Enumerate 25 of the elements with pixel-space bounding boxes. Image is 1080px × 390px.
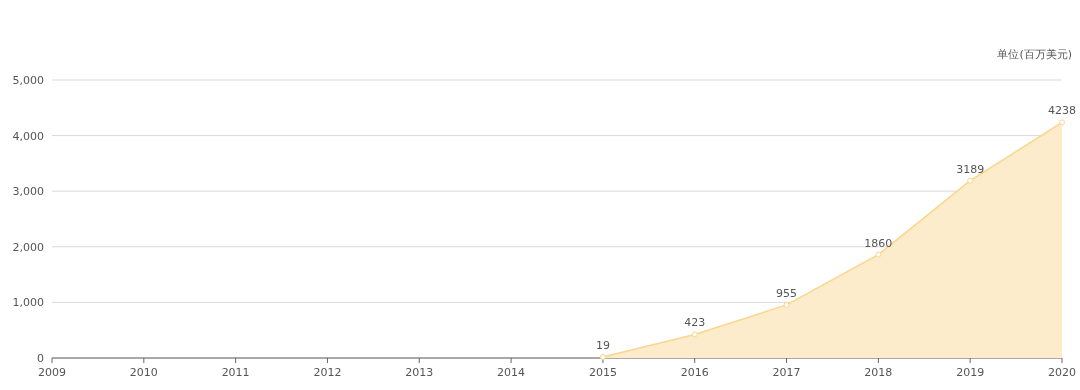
x-tick-label: 2020 <box>1048 366 1076 379</box>
data-label: 4238 <box>1048 104 1076 118</box>
x-tick-label: 2012 <box>313 366 342 379</box>
data-label: 1860 <box>864 236 893 250</box>
x-tick-label: 2009 <box>38 366 66 379</box>
x-tick-label: 2016 <box>680 366 709 379</box>
y-tick-label: 0 <box>37 352 44 365</box>
y-tick-label: 2,000 <box>12 240 44 254</box>
y-tick-label: 5,000 <box>12 74 44 87</box>
y-tick-label: 3,000 <box>12 185 44 199</box>
x-tick-label: 2010 <box>129 366 158 379</box>
x-tick-label: 2015 <box>588 366 617 379</box>
data-label: 423 <box>684 316 706 330</box>
x-tick-label: 2017 <box>772 366 801 379</box>
data-label: 19 <box>595 338 610 352</box>
x-tick-label: 2014 <box>497 366 526 379</box>
data-label: 3189 <box>956 162 985 176</box>
y-tick-label: 4,000 <box>12 129 44 143</box>
y-tick-label: 1,000 <box>12 296 44 310</box>
data-label: 955 <box>776 286 798 300</box>
x-tick-label: 2013 <box>405 366 434 379</box>
x-tick-label: 2019 <box>956 366 985 379</box>
x-tick-label: 2011 <box>221 366 250 379</box>
y-axis-title: 单位(百万美元) <box>997 48 1072 61</box>
x-tick-label: 2018 <box>864 366 893 379</box>
